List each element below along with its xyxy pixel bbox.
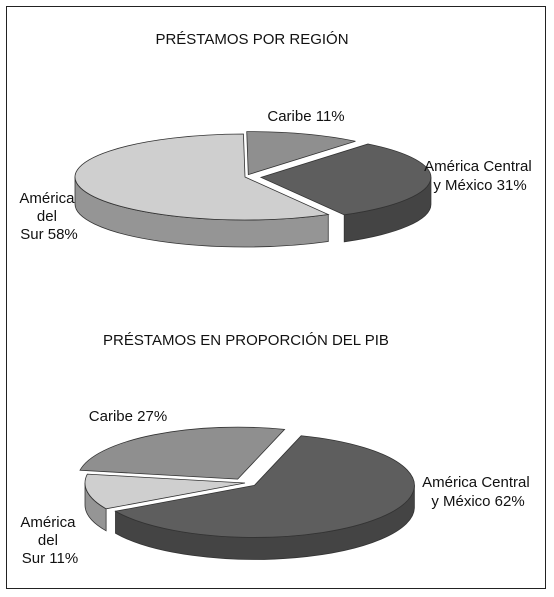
chart1-label-america-central: América Central y México 31%: [424, 158, 536, 194]
chart1-slice-2: [259, 143, 432, 216]
chart2-label-america-central: América Central y México 62%: [422, 474, 534, 510]
pie-chart-region: PRÉSTAMOS POR REGIÓN Caribe 11% América …: [19, 31, 536, 248]
chart2-slices: [79, 426, 415, 560]
chart2-slice-3: [84, 473, 246, 510]
chart2-slice-1: [79, 426, 286, 480]
chart2-slice-2: [114, 435, 415, 538]
chart1-label-caribe: Caribe 11%: [267, 108, 344, 125]
chart1-slices: [74, 131, 432, 248]
chart1-title: PRÉSTAMOS POR REGIÓN: [155, 31, 348, 48]
chart2-title: PRÉSTAMOS EN PROPORCIÓN DEL PIB: [103, 332, 389, 349]
chart1-slice-3: [74, 133, 330, 221]
chart2-label-america-sur: América del Sur 11%: [20, 514, 79, 567]
chart1-slice-1: [246, 131, 356, 176]
pie-chart-gdp: PRÉSTAMOS EN PROPORCIÓN DEL PIB Caribe 2…: [20, 332, 534, 567]
chart2-label-caribe: Caribe 27%: [89, 408, 167, 425]
chart1-label-america-sur: América del Sur 58%: [19, 190, 78, 243]
